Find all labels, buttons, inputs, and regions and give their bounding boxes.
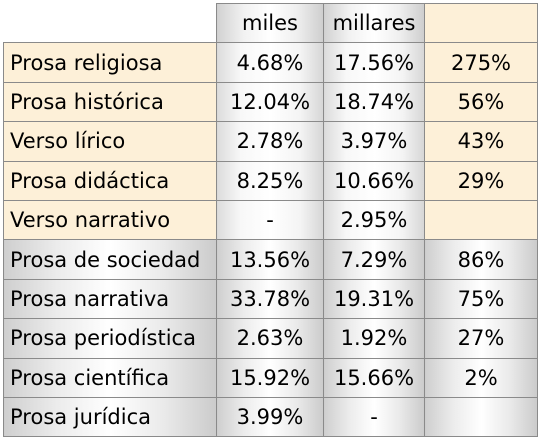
table-row: Prosa de sociedad 13.56% 7.29% 86% [3, 239, 538, 280]
table-row: Prosa didáctica 8.25% 10.66% 29% [3, 160, 538, 201]
cell-miles: - [216, 199, 324, 241]
row-label: Prosa histórica [3, 81, 217, 123]
cell-change: 27% [424, 318, 538, 359]
row-label: Verso narrativo [3, 199, 217, 241]
cell-change: 29% [424, 160, 538, 201]
row-label: Prosa de sociedad [3, 239, 217, 280]
cell-change [424, 199, 538, 241]
cell-millares: 3.97% [323, 121, 425, 162]
cell-change: 2% [424, 357, 538, 398]
cell-miles: 2.63% [216, 318, 324, 359]
cell-millares: 17.56% [323, 42, 425, 83]
row-label: Prosa narrativa [3, 278, 217, 320]
row-label: Prosa periodística [3, 318, 217, 359]
cell-miles: 3.99% [216, 396, 324, 438]
cell-change: 275% [424, 42, 538, 83]
table-row: Prosa periodística 2.63% 1.92% 27% [3, 318, 538, 359]
table-body: miles millares Prosa religiosa 4.68% 17.56… [3, 2, 538, 438]
cell-millares: 10.66% [323, 160, 425, 201]
cell-millares: - [323, 396, 425, 438]
cell-change: 75% [424, 278, 538, 320]
table-row: Prosa histórica 12.04% 18.74% 56% [3, 81, 538, 123]
cell-change [424, 396, 538, 438]
cell-miles: 8.25% [216, 160, 324, 201]
cell-millares: 7.29% [323, 239, 425, 280]
column-header-miles: miles [216, 2, 324, 44]
cell-miles: 12.04% [216, 81, 324, 123]
cell-miles: 33.78% [216, 278, 324, 320]
cell-millares: 1.92% [323, 318, 425, 359]
table-row: Prosa científica 15.92% 15.66% 2% [3, 357, 538, 398]
cell-miles: 2.78% [216, 121, 324, 162]
cell-millares: 19.31% [323, 278, 425, 320]
cell-miles: 15.92% [216, 357, 324, 398]
cell-change: 86% [424, 239, 538, 280]
table-row: Prosa religiosa 4.68% 17.56% 275% [3, 42, 538, 83]
column-header-change [424, 2, 538, 44]
column-header-millares: millares [323, 2, 425, 44]
cell-change: 56% [424, 81, 538, 123]
header-row: miles millares [3, 2, 538, 44]
table-row: Prosa narrativa 33.78% 19.31% 75% [3, 278, 538, 320]
row-label: Prosa didáctica [3, 160, 217, 201]
row-label: Verso lírico [3, 121, 217, 162]
cell-millares: 2.95% [323, 199, 425, 241]
table-row: Verso narrativo -2.95% [3, 199, 538, 241]
cell-miles: 4.68% [216, 42, 324, 83]
cell-millares: 15.66% [323, 357, 425, 398]
cell-millares: 18.74% [323, 81, 425, 123]
table-row: Prosa jurídica 3.99% - [3, 396, 538, 438]
row-label: Prosa religiosa [3, 42, 217, 83]
row-label: Prosa jurídica [3, 396, 217, 438]
header-corner [3, 3, 217, 44]
cell-change: 43% [424, 121, 538, 162]
cell-miles: 13.56% [216, 239, 324, 280]
row-label: Prosa científica [3, 357, 217, 398]
data-table: miles millares Prosa religiosa 4.68% 17.56… [3, 2, 538, 438]
table-row: Verso lírico 2.78% 3.97% 43% [3, 121, 538, 162]
